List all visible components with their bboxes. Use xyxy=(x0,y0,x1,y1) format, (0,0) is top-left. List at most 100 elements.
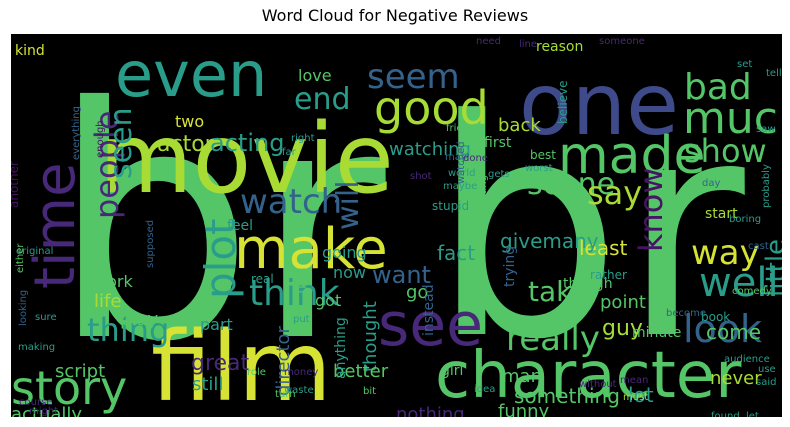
word-done: done xyxy=(463,153,488,164)
word-film: film xyxy=(151,311,332,417)
word-life: life xyxy=(94,291,121,312)
word-man: man xyxy=(502,366,542,387)
word-people: people xyxy=(88,111,126,219)
word-interesting: interesting xyxy=(478,175,489,229)
word-without: without xyxy=(579,379,617,390)
word-fact: fact xyxy=(437,241,475,265)
word-scene: scene xyxy=(527,167,615,202)
word-bit: bit xyxy=(363,386,376,397)
word-let: let xyxy=(746,411,759,417)
word-set: set xyxy=(737,59,752,70)
word-look: look xyxy=(683,307,762,351)
word-line: line xyxy=(519,39,537,50)
word-audience: audience xyxy=(724,354,770,365)
word-come: come xyxy=(706,320,761,344)
word-think: think xyxy=(249,273,340,314)
word-work: work xyxy=(94,272,133,291)
word-well: well xyxy=(699,260,779,306)
word-script: script xyxy=(55,361,105,382)
word-idea: idea xyxy=(474,384,495,395)
word-story: story xyxy=(11,361,127,415)
word-kind: kind xyxy=(15,43,45,59)
word-right: right xyxy=(291,133,315,144)
word-sure: sure xyxy=(35,312,57,323)
word-going: going xyxy=(322,243,367,262)
word-seen: seen xyxy=(104,107,139,179)
word-guy: guy xyxy=(602,316,643,341)
word-though: though xyxy=(563,276,613,292)
word-girl: girl xyxy=(441,363,463,379)
word-looking: looking xyxy=(18,290,29,326)
word-givemany: givemany xyxy=(500,229,599,253)
word-said: said xyxy=(756,377,776,388)
word-actor: actor xyxy=(157,132,215,157)
word-enough: enough xyxy=(95,120,106,158)
word-either: either xyxy=(15,243,26,273)
word-waste: waste xyxy=(284,385,314,396)
word-gets: gets xyxy=(488,169,510,180)
word-need: need xyxy=(476,36,501,47)
word-funny: funny xyxy=(498,401,550,417)
word-say: say xyxy=(587,174,642,212)
word-thought: thought xyxy=(360,301,381,372)
word-friend: friend xyxy=(446,123,475,134)
word-thing: thing xyxy=(87,311,169,349)
word-character: character xyxy=(435,339,742,413)
word-found: found xyxy=(711,411,740,417)
word-lot: lot xyxy=(628,383,654,407)
word-day: day xyxy=(702,178,720,189)
word-now: now xyxy=(333,263,366,282)
word-will: will xyxy=(331,180,366,230)
word-reason: reason xyxy=(536,39,583,55)
word-bad: bad xyxy=(684,67,752,108)
word-trying: trying xyxy=(502,246,518,287)
word-cast: cast xyxy=(748,241,769,252)
word-money: money xyxy=(284,367,318,378)
word-find: find xyxy=(294,267,310,294)
word-stupid: stupid xyxy=(432,199,469,213)
word-little: little xyxy=(761,239,782,297)
word-point: point xyxy=(600,292,646,313)
word-cloud-background xyxy=(11,34,782,417)
word-still: still xyxy=(192,374,223,395)
word-feel: feel xyxy=(227,218,253,234)
word-part: part xyxy=(200,315,233,334)
word-far: far xyxy=(282,147,297,158)
word-really: really xyxy=(506,319,600,359)
word-never: never xyxy=(710,368,762,389)
word-anything: anything xyxy=(333,317,349,379)
word-br: br xyxy=(51,40,389,412)
word-seem: seem xyxy=(367,57,460,97)
word-made: made xyxy=(558,126,706,186)
word-become: become xyxy=(666,308,706,319)
word-may: may xyxy=(445,152,467,163)
word-one: one xyxy=(519,55,679,155)
word-show: show xyxy=(684,132,767,170)
word-acting: acting xyxy=(210,129,284,157)
word-know: know xyxy=(632,167,670,252)
word-end: end xyxy=(294,82,351,117)
word-minute: minute xyxy=(632,325,681,341)
word-must: must xyxy=(623,392,648,403)
word-first: first xyxy=(484,135,512,151)
word-time: time xyxy=(23,162,88,289)
word-plot: plot xyxy=(196,219,245,300)
word-want: want xyxy=(372,261,431,289)
word-someone: someone xyxy=(599,36,645,47)
word-supposed: supposed xyxy=(145,220,156,268)
word-good: good xyxy=(374,81,489,135)
word-nothing: nothing xyxy=(396,404,465,417)
word-comedy: comedy xyxy=(732,286,772,297)
chart-title: Word Cloud for Negative Reviews xyxy=(261,6,529,25)
word-watch: watch xyxy=(240,182,342,222)
word-way: way xyxy=(691,233,760,273)
word-believe: believe xyxy=(556,80,570,124)
word-love: love xyxy=(298,66,332,85)
word-maybe: maybe xyxy=(443,181,477,192)
word-worst: worst xyxy=(525,163,553,174)
word-mean: mean xyxy=(620,375,648,386)
word-watching: watching xyxy=(389,139,471,160)
word-movie: movie xyxy=(99,103,394,215)
